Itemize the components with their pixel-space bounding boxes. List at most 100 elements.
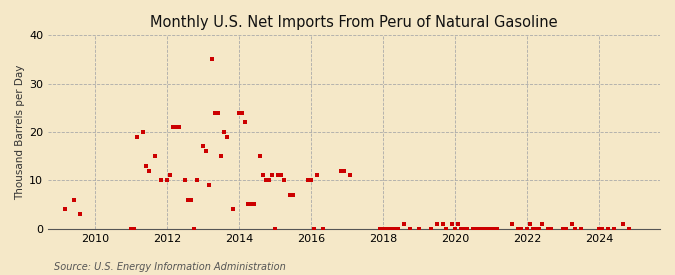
Point [389, 226, 400, 231]
Point [458, 226, 469, 231]
Point [254, 154, 265, 158]
Point [150, 154, 161, 158]
Point [623, 226, 634, 231]
Point [521, 226, 532, 231]
Point [161, 178, 172, 183]
Point [524, 222, 535, 226]
Point [171, 125, 182, 129]
Point [375, 226, 385, 231]
Point [593, 226, 604, 231]
Point [542, 226, 553, 231]
Point [188, 226, 199, 231]
Point [275, 173, 286, 178]
Point [236, 111, 247, 115]
Point [317, 226, 328, 231]
Point [452, 222, 463, 226]
Point [488, 226, 499, 231]
Point [560, 226, 571, 231]
Point [246, 202, 256, 207]
Point [506, 222, 517, 226]
Point [477, 226, 487, 231]
Point [575, 226, 586, 231]
Point [512, 226, 523, 231]
Point [227, 207, 238, 211]
Point [180, 178, 190, 183]
Point [126, 226, 136, 231]
Point [204, 183, 215, 187]
Point [261, 178, 271, 183]
Point [447, 222, 458, 226]
Point [468, 226, 479, 231]
Point [398, 222, 409, 226]
Point [155, 178, 166, 183]
Point [213, 111, 223, 115]
Point [441, 226, 452, 231]
Point [207, 57, 217, 62]
Point [234, 111, 244, 115]
Point [192, 178, 202, 183]
Point [380, 226, 391, 231]
Point [450, 226, 460, 231]
Point [221, 135, 232, 139]
Point [485, 226, 496, 231]
Point [258, 173, 269, 178]
Point [132, 135, 142, 139]
Point [533, 226, 544, 231]
Point [59, 207, 70, 211]
Point [198, 144, 209, 149]
Point [483, 226, 493, 231]
Point [609, 226, 620, 231]
Point [165, 173, 176, 178]
Point [474, 226, 485, 231]
Point [182, 197, 193, 202]
Text: Source: U.S. Energy Information Administration: Source: U.S. Energy Information Administ… [54, 262, 286, 272]
Point [387, 226, 398, 231]
Point [470, 226, 481, 231]
Point [308, 226, 319, 231]
Point [167, 125, 178, 129]
Point [479, 226, 490, 231]
Point [431, 222, 442, 226]
Point [456, 226, 466, 231]
Point [515, 226, 526, 231]
Point [596, 226, 607, 231]
Point [140, 164, 151, 168]
Point [74, 212, 85, 216]
Point [248, 202, 259, 207]
Point [414, 226, 425, 231]
Point [528, 226, 539, 231]
Point [138, 130, 148, 134]
Point [393, 226, 404, 231]
Point [279, 178, 290, 183]
Point [186, 197, 196, 202]
Point [128, 226, 139, 231]
Point [219, 130, 230, 134]
Point [269, 226, 280, 231]
Title: Monthly U.S. Net Imports From Peru of Natural Gasoline: Monthly U.S. Net Imports From Peru of Na… [151, 15, 558, 30]
Point [285, 192, 296, 197]
Point [569, 226, 580, 231]
Point [267, 173, 277, 178]
Point [618, 222, 628, 226]
Y-axis label: Thousand Barrels per Day: Thousand Barrels per Day [15, 64, 25, 200]
Point [242, 202, 253, 207]
Point [200, 149, 211, 153]
Point [383, 226, 394, 231]
Point [602, 226, 613, 231]
Point [69, 197, 80, 202]
Point [425, 226, 436, 231]
Point [558, 226, 568, 231]
Point [215, 154, 226, 158]
Point [461, 226, 472, 231]
Point [312, 173, 323, 178]
Point [302, 178, 313, 183]
Point [531, 226, 541, 231]
Point [144, 169, 155, 173]
Point [545, 226, 556, 231]
Point [377, 226, 388, 231]
Point [344, 173, 355, 178]
Point [537, 222, 547, 226]
Point [288, 192, 298, 197]
Point [273, 173, 284, 178]
Point [306, 178, 317, 183]
